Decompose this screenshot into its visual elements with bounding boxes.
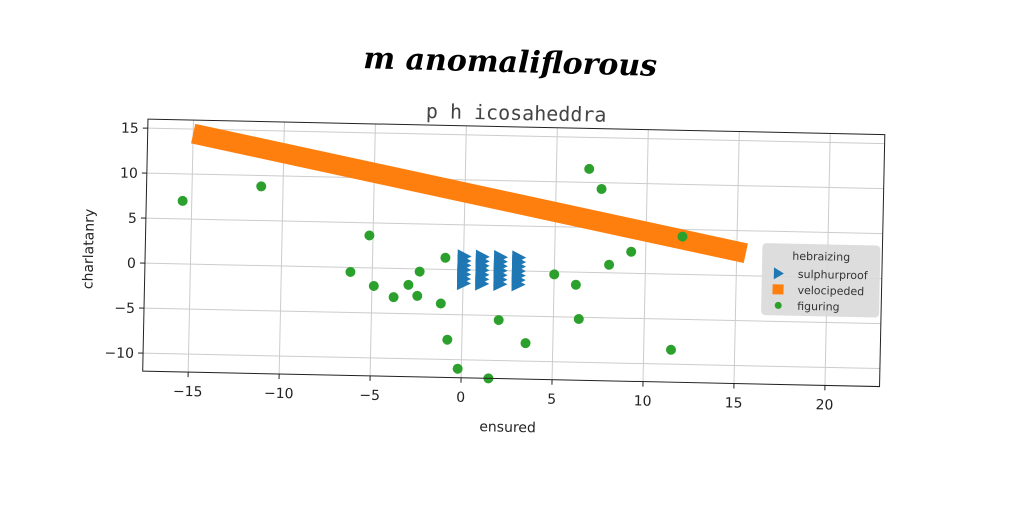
y-tick-label: −5 xyxy=(114,301,135,317)
figuring-point xyxy=(452,363,463,374)
figuring-point xyxy=(570,279,581,290)
figuring-point xyxy=(677,231,688,242)
y-gridline xyxy=(144,307,881,325)
axes-frame xyxy=(142,118,886,388)
x-axis-label: ensured xyxy=(479,419,536,436)
y-ticks: −10 −5 0 5 10 15 xyxy=(104,121,148,362)
y-axis-label: charlatanry xyxy=(80,209,98,290)
figuring-point xyxy=(520,338,531,349)
legend-label-figuring: figuring xyxy=(797,300,840,314)
legend-label-sulphurproof: sulphurproof xyxy=(798,268,869,282)
figuring-point xyxy=(626,246,637,257)
legend-square-marker xyxy=(772,284,784,295)
grid xyxy=(143,120,885,386)
x-gridline xyxy=(187,120,194,373)
legend-box xyxy=(761,243,881,318)
x-gridline xyxy=(551,127,558,380)
figuring-point xyxy=(440,252,451,263)
figure-suptitle: m anomaliflorous xyxy=(363,41,658,84)
y-tick-label: 0 xyxy=(127,256,136,272)
x-tick-label: 15 xyxy=(724,395,742,411)
figuring-point xyxy=(596,183,607,194)
figuring-point xyxy=(364,230,375,241)
x-gridline xyxy=(460,125,467,378)
figuring-point xyxy=(665,344,676,355)
y-gridline xyxy=(143,352,880,370)
x-tick-label: −10 xyxy=(264,386,294,403)
legend-title: hebraizing xyxy=(792,250,850,264)
figuring-point xyxy=(412,290,423,301)
legend: hebraizing sulphurproof velocipeded figu… xyxy=(761,243,881,318)
figuring-point xyxy=(573,314,584,325)
legend-dot-marker xyxy=(774,301,782,309)
y-gridline xyxy=(147,127,885,145)
sulphurproof-point xyxy=(493,249,509,264)
figuring-point xyxy=(435,298,446,309)
figuring-point xyxy=(442,334,453,345)
figuring-point xyxy=(177,195,188,206)
y-tick-label: 5 xyxy=(128,211,137,227)
x-tick-label: 5 xyxy=(547,392,556,408)
sulphurproof-point xyxy=(457,249,472,264)
x-tick-label: −5 xyxy=(359,388,380,404)
y-gridline xyxy=(145,217,883,235)
figuring-point xyxy=(403,279,414,290)
x-gridline xyxy=(278,122,285,374)
x-tick-label: 10 xyxy=(634,393,652,409)
figuring-point xyxy=(345,266,356,277)
figuring-point xyxy=(584,163,595,174)
velocipeded-line xyxy=(191,123,748,264)
plot-area: −15 −10 −5 0 5 10 15 20 −10 −5 0 5 10 15 p h icosahe… xyxy=(80,99,886,436)
chart-title: p h icosaheddra xyxy=(426,99,607,127)
sulphurproof-point xyxy=(475,249,490,264)
figuring-point xyxy=(414,266,425,277)
figuring-point xyxy=(256,181,267,192)
sulphurproof-points xyxy=(456,249,527,292)
figuring-point xyxy=(388,292,399,303)
velocipeded-band xyxy=(191,123,748,264)
figuring-point xyxy=(604,259,615,270)
sulphurproof-point xyxy=(512,250,527,265)
legend-label-velocipeded: velocipeded xyxy=(797,284,864,298)
x-gridline xyxy=(642,129,649,382)
x-tick-label: 20 xyxy=(815,397,833,413)
x-ticks: −15 −10 −5 0 5 10 15 20 xyxy=(173,372,834,414)
figuring-point xyxy=(549,269,560,280)
y-tick-label: 15 xyxy=(121,121,139,137)
y-tick-label: −10 xyxy=(104,345,134,362)
x-tick-label: 0 xyxy=(456,390,465,406)
legend-triangle-marker xyxy=(773,267,784,280)
y-gridline xyxy=(146,172,884,190)
y-tick-label: 10 xyxy=(120,166,138,182)
x-tick-label: −15 xyxy=(173,384,203,401)
figuring-point xyxy=(493,315,504,326)
figuring-point xyxy=(368,280,379,291)
